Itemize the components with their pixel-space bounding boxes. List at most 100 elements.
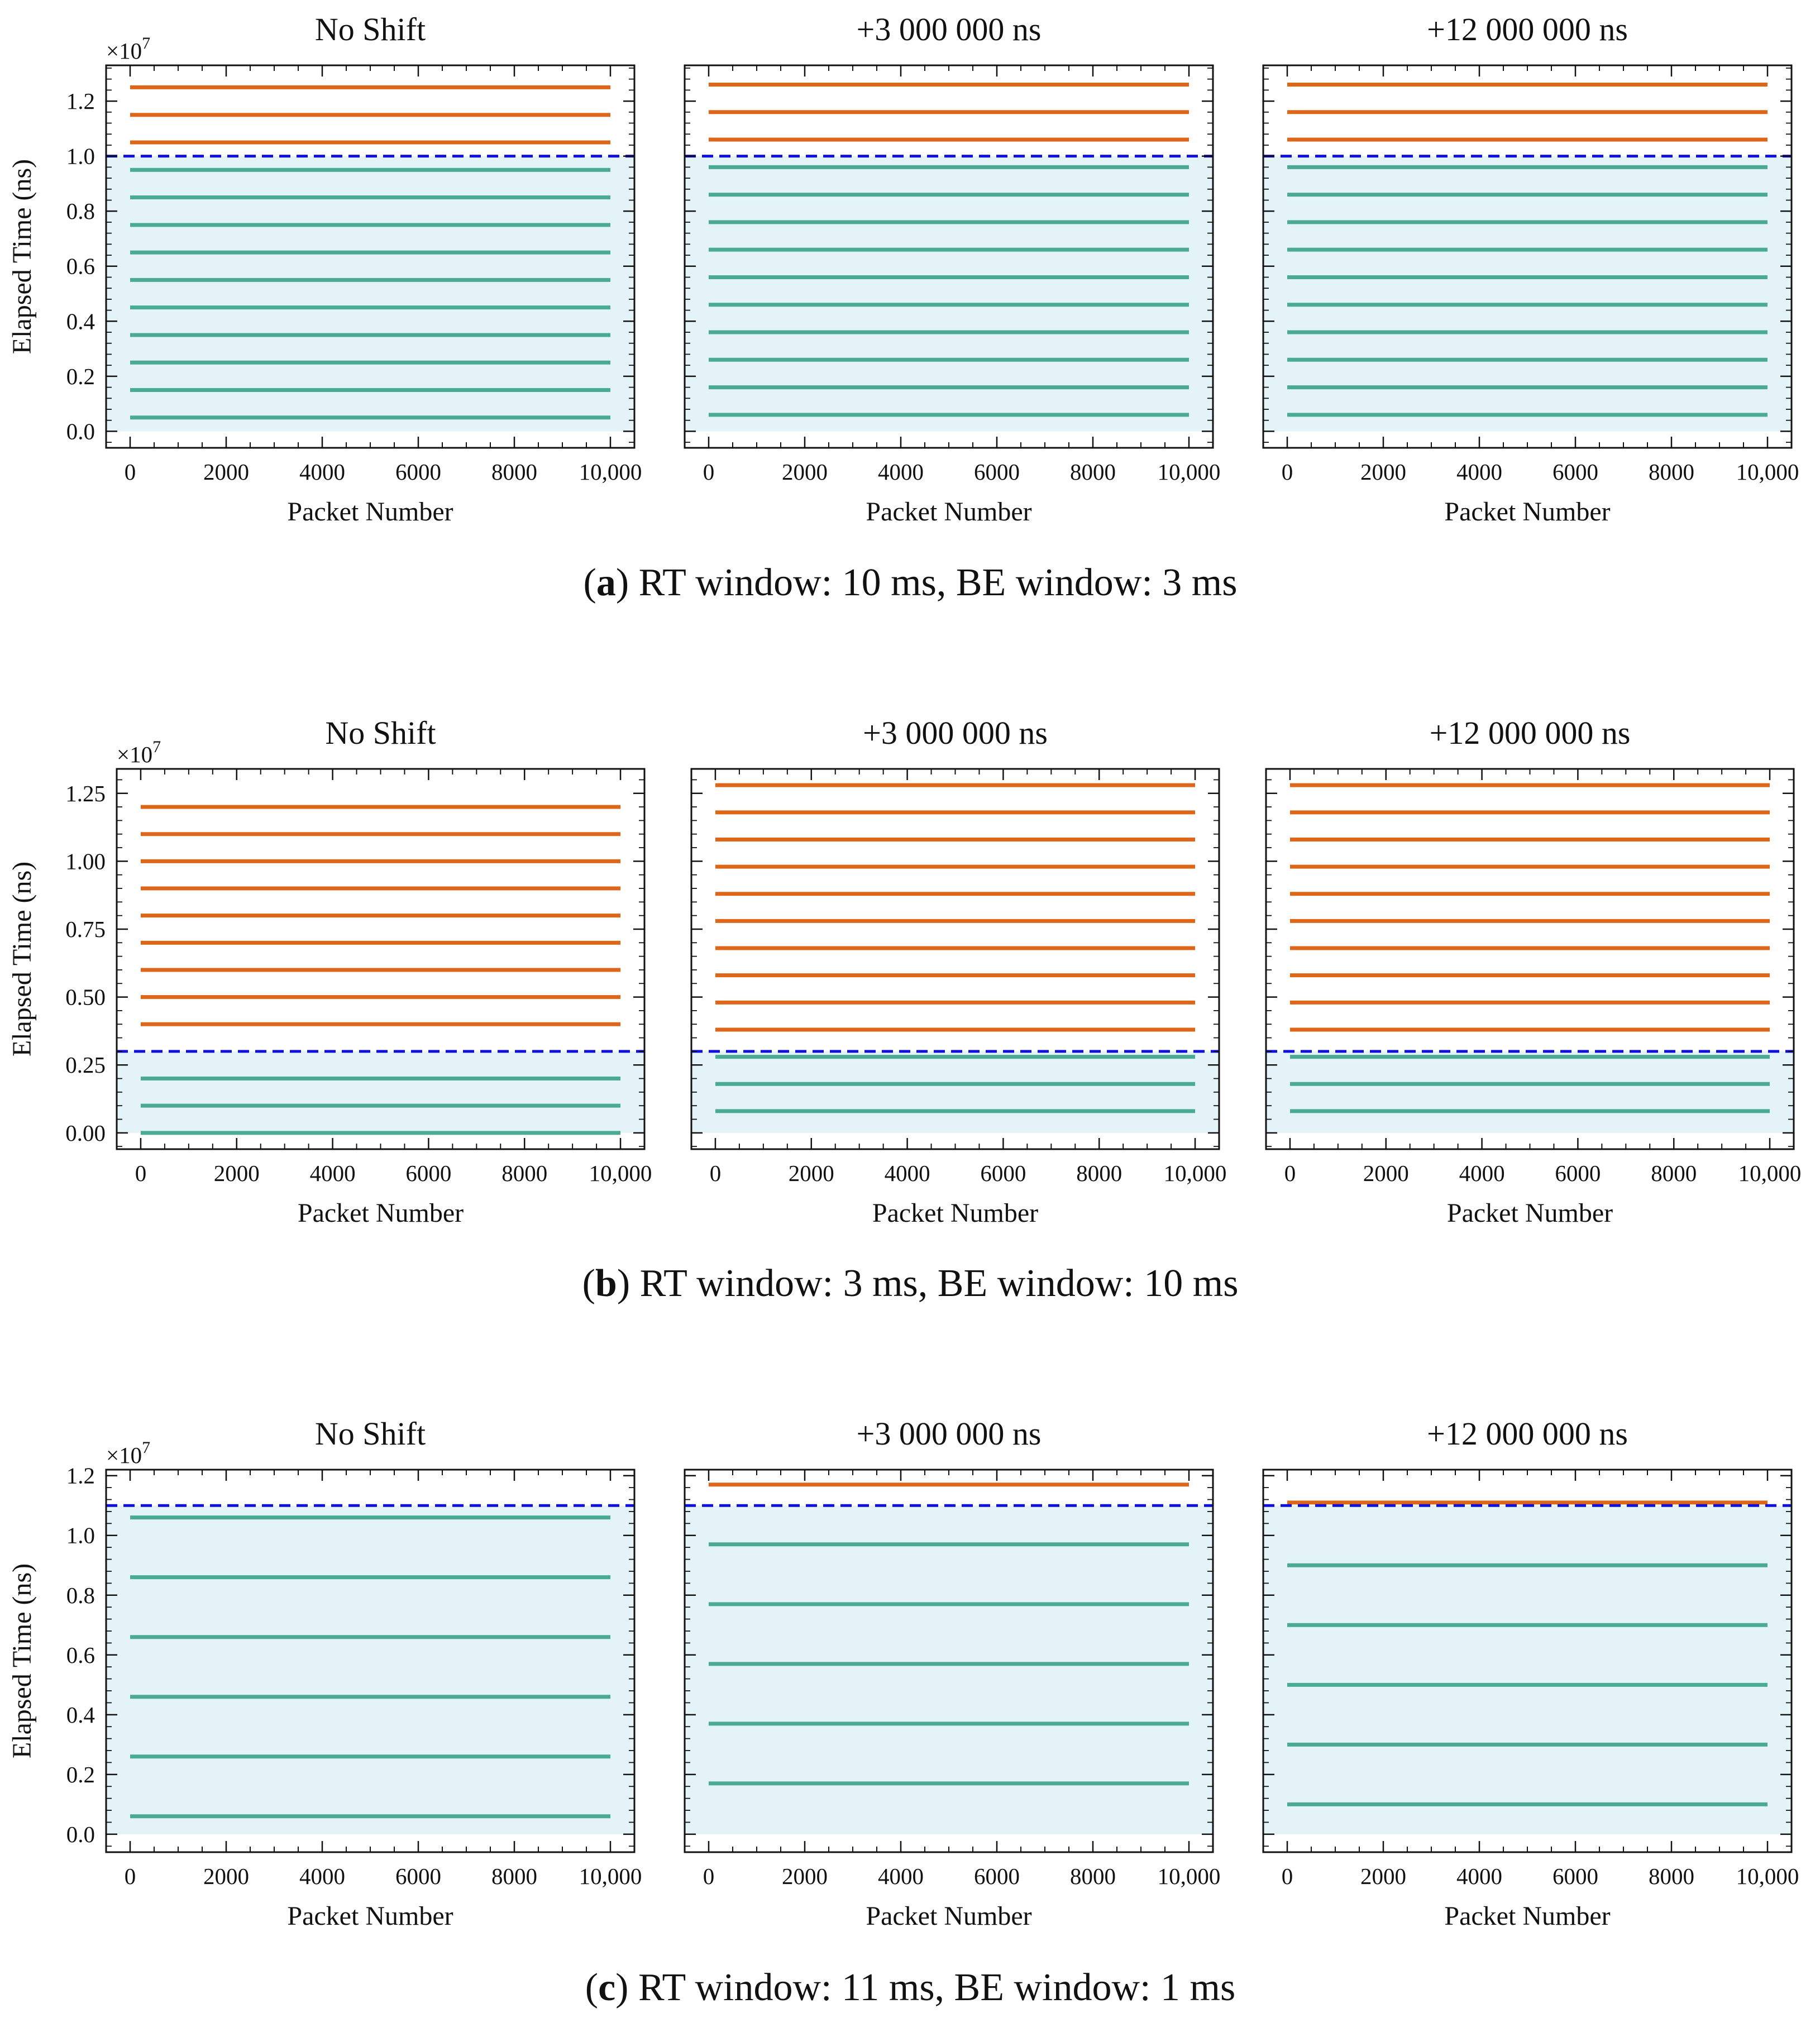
chart-b2-shaded-region <box>691 1051 1219 1133</box>
chart-b1-title: No Shift <box>325 715 436 751</box>
caption-b-letter: b <box>595 1262 617 1305</box>
chart-b1-xtick-label-2: 4000 <box>310 1160 356 1186</box>
chart-a3-xtick-label-2: 4000 <box>1456 459 1502 485</box>
chart-c1-ytick-label-0: 0.0 <box>66 1821 95 1847</box>
chart-c2-shaded-region <box>685 1505 1213 1834</box>
chart-c2-title: +3 000 000 ns <box>857 1416 1042 1452</box>
chart-c1-shaded-region <box>106 1505 634 1834</box>
chart-b3-xtick-label-1: 2000 <box>1363 1160 1409 1186</box>
chart-c2-xtick-label-1: 2000 <box>782 1863 828 1889</box>
chart-c3-xtick-label-3: 6000 <box>1553 1863 1598 1889</box>
chart-c1-ytick-label-2: 0.4 <box>66 1702 95 1728</box>
chart-b1-xtick-label-5: 10,000 <box>589 1160 652 1186</box>
chart-a3-xtick-label-5: 10,000 <box>1736 459 1799 485</box>
chart-b1-ytick-label-3: 0.75 <box>65 916 106 942</box>
chart-a1-xtick-label-5: 10,000 <box>579 459 642 485</box>
chart-b2-xtick-label-0: 0 <box>710 1160 722 1186</box>
chart-b2-xtick-label-5: 10,000 <box>1164 1160 1227 1186</box>
chart-c3-xtick-label-2: 4000 <box>1456 1863 1502 1889</box>
chart-c1-title: No Shift <box>315 1416 426 1452</box>
chart-b1-ytick-label-0: 0.00 <box>65 1120 106 1146</box>
chart-b2-xtick-label-3: 6000 <box>980 1160 1026 1186</box>
chart-b1-ytick-label-5: 1.25 <box>65 781 106 806</box>
chart-c2-xtick-label-3: 6000 <box>974 1863 1020 1889</box>
chart-a3-title: +12 000 000 ns <box>1427 11 1628 47</box>
chart-b2-xtick-label-2: 4000 <box>885 1160 930 1186</box>
chart-b1-xtick-label-0: 0 <box>135 1160 147 1186</box>
chart-b3-xlabel: Packet Number <box>1447 1198 1613 1228</box>
chart-a3-xtick-label-0: 0 <box>1282 459 1293 485</box>
chart-a1-ytick-label-0: 0.0 <box>66 418 95 444</box>
chart-c1: 0 2000 4000 6000 8000 10,000 0.0 0.2 0.4 0.6 0.8 1.… <box>7 1416 642 1931</box>
chart-b1: 0 2000 4000 6000 8000 10,000 0.00 0.25 0.50 0.75 1… <box>7 715 652 1228</box>
chart-a1-ytick-label-5: 1.0 <box>66 144 95 169</box>
chart-a1-ytick-label-3: 0.6 <box>66 254 95 279</box>
chart-a1-xtick-label-3: 6000 <box>395 459 441 485</box>
chart-a2-xtick-label-0: 0 <box>703 459 715 485</box>
chart-c1-xtick-label-2: 4000 <box>299 1863 345 1889</box>
chart-c3-shaded-region <box>1263 1505 1792 1834</box>
chart-b1-ylabel: Elapsed Time (ns) <box>7 862 37 1056</box>
chart-a1-xtick-label-1: 2000 <box>203 459 249 485</box>
chart-c2-xtick-label-4: 8000 <box>1070 1863 1116 1889</box>
chart-b1-ytick-label-4: 1.00 <box>65 848 106 874</box>
chart-c1-ylabel: Elapsed Time (ns) <box>7 1563 37 1758</box>
chart-a1-xtick-label-4: 8000 <box>491 459 537 485</box>
chart-b3-xtick-label-3: 6000 <box>1555 1160 1601 1186</box>
chart-c1-ytick-label-5: 1.0 <box>66 1523 95 1548</box>
chart-c1-xtick-label-1: 2000 <box>203 1863 249 1889</box>
chart-c2-xlabel: Packet Number <box>866 1901 1031 1931</box>
chart-a2-xtick-label-2: 4000 <box>878 459 924 485</box>
chart-c1-xtick-label-4: 8000 <box>491 1863 537 1889</box>
chart-b3-xtick-label-2: 4000 <box>1459 1160 1505 1186</box>
chart-a1-title: No Shift <box>315 11 426 47</box>
chart-a1-xtick-label-2: 4000 <box>299 459 345 485</box>
chart-a2-title: +3 000 000 ns <box>857 11 1042 47</box>
chart-c1-xtick-label-5: 10,000 <box>579 1863 642 1889</box>
chart-b2: 0 2000 4000 6000 8000 10,000 +3 000 000 ns Pack… <box>690 715 1227 1228</box>
caption-b-text: RT window: 3 ms, BE window: 10 ms <box>630 1262 1238 1305</box>
chart-a3-shaded-region <box>1263 156 1792 432</box>
chart-c1-ytick-label-6: 1.2 <box>66 1463 95 1489</box>
chart-a2-xtick-label-5: 10,000 <box>1158 459 1221 485</box>
chart-a3-xlabel: Packet Number <box>1444 497 1610 527</box>
caption-b: (b) RT window: 3 ms, BE window: 10 ms <box>582 1262 1239 1305</box>
caption-a-letter: a <box>596 561 616 604</box>
chart-a3-xtick-label-4: 8000 <box>1649 459 1694 485</box>
chart-a2-xlabel: Packet Number <box>866 497 1031 527</box>
chart-b3-xtick-label-4: 8000 <box>1651 1160 1697 1186</box>
chart-c1-y-exponent: ×107 <box>106 1438 150 1468</box>
chart-c2-xtick-label-5: 10,000 <box>1158 1863 1221 1889</box>
chart-a3: 0 2000 4000 6000 8000 10,000 +12 000 000 ns Pac… <box>1262 11 1799 527</box>
chart-a1: 0 2000 4000 6000 8000 10,000 0.0 0.2 0.4 0.6 0.8 1.… <box>7 11 642 527</box>
chart-c2-xtick-label-2: 4000 <box>878 1863 924 1889</box>
chart-b1-xtick-label-3: 6000 <box>405 1160 451 1186</box>
chart-c1-xtick-label-0: 0 <box>125 1863 136 1889</box>
chart-c3: 0 2000 4000 6000 8000 10,000 +12 000 000 ns Pac… <box>1262 1416 1799 1931</box>
chart-a1-y-exponent: ×107 <box>106 34 150 64</box>
chart-a3-xtick-label-1: 2000 <box>1360 459 1406 485</box>
chart-a2-xtick-label-1: 2000 <box>782 459 828 485</box>
chart-a2: 0 2000 4000 6000 8000 10,000 +3 000 000 ns Pack… <box>684 11 1221 527</box>
chart-a1-xtick-label-0: 0 <box>125 459 136 485</box>
chart-b3-shaded-region <box>1266 1051 1794 1133</box>
chart-a1-xlabel: Packet Number <box>287 497 453 527</box>
caption-c-text: RT window: 11 ms, BE window: 1 ms <box>628 1966 1235 2009</box>
chart-b1-y-exponent: ×107 <box>117 738 161 767</box>
chart-a1-ytick-label-4: 0.8 <box>66 198 95 224</box>
chart-c1-xlabel: Packet Number <box>287 1901 453 1931</box>
panels-layer: 0 2000 4000 6000 8000 10,000 0.0 0.2 0.4 0.6 0.8 1.… <box>7 11 1801 1931</box>
chart-b1-xtick-label-1: 2000 <box>214 1160 260 1186</box>
chart-c3-xtick-label-5: 10,000 <box>1736 1863 1799 1889</box>
chart-b3-xtick-label-5: 10,000 <box>1738 1160 1802 1186</box>
chart-a1-ytick-label-2: 0.4 <box>66 308 95 334</box>
chart-a2-shaded-region <box>685 156 1213 432</box>
chart-b1-ytick-label-2: 0.50 <box>65 984 106 1010</box>
caption-c: (c) RT window: 11 ms, BE window: 1 ms <box>585 1966 1235 2009</box>
chart-b2-title: +3 000 000 ns <box>863 715 1048 751</box>
chart-c3-title: +12 000 000 ns <box>1427 1416 1628 1452</box>
chart-c1-ytick-label-4: 0.8 <box>66 1582 95 1608</box>
chart-a1-ylabel: Elapsed Time (ns) <box>7 159 37 354</box>
chart-b3: 0 2000 4000 6000 8000 10,000 +12 000 000 ns Pac… <box>1265 715 1802 1228</box>
